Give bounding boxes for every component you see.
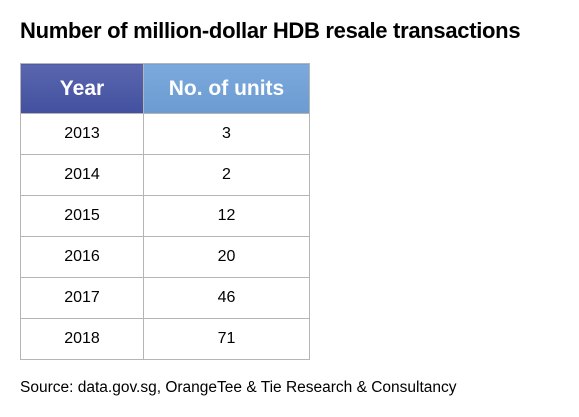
data-table: Year No. of units 2013 3 2014 2 2015 12 … (20, 63, 310, 360)
units-cell: 46 (143, 277, 310, 319)
year-cell: 2015 (20, 195, 144, 237)
chart-title: Number of million-dollar HDB resale tran… (20, 18, 521, 43)
column-header-year: Year (20, 63, 144, 114)
table-row: 2017 46 (20, 277, 310, 319)
table-row: 2018 71 (20, 318, 310, 360)
source-note: Source: data.gov.sg, OrangeTee & Tie Res… (20, 379, 457, 396)
units-cell: 2 (143, 154, 310, 196)
data-table-container: Year No. of units 2013 3 2014 2 2015 12 … (20, 63, 310, 360)
table-row: 2015 12 (20, 195, 310, 237)
year-cell: 2017 (20, 277, 144, 319)
table-row: 2013 3 (20, 113, 310, 155)
year-cell: 2016 (20, 236, 144, 278)
table-row: 2014 2 (20, 154, 310, 196)
units-cell: 3 (143, 113, 310, 155)
year-cell: 2013 (20, 113, 144, 155)
units-cell: 20 (143, 236, 310, 278)
year-cell: 2018 (20, 318, 144, 360)
year-cell: 2014 (20, 154, 144, 196)
units-cell: 71 (143, 318, 310, 360)
table-header-row: Year No. of units (20, 63, 310, 114)
units-cell: 12 (143, 195, 310, 237)
table-row: 2016 20 (20, 236, 310, 278)
column-header-units: No. of units (143, 63, 310, 114)
